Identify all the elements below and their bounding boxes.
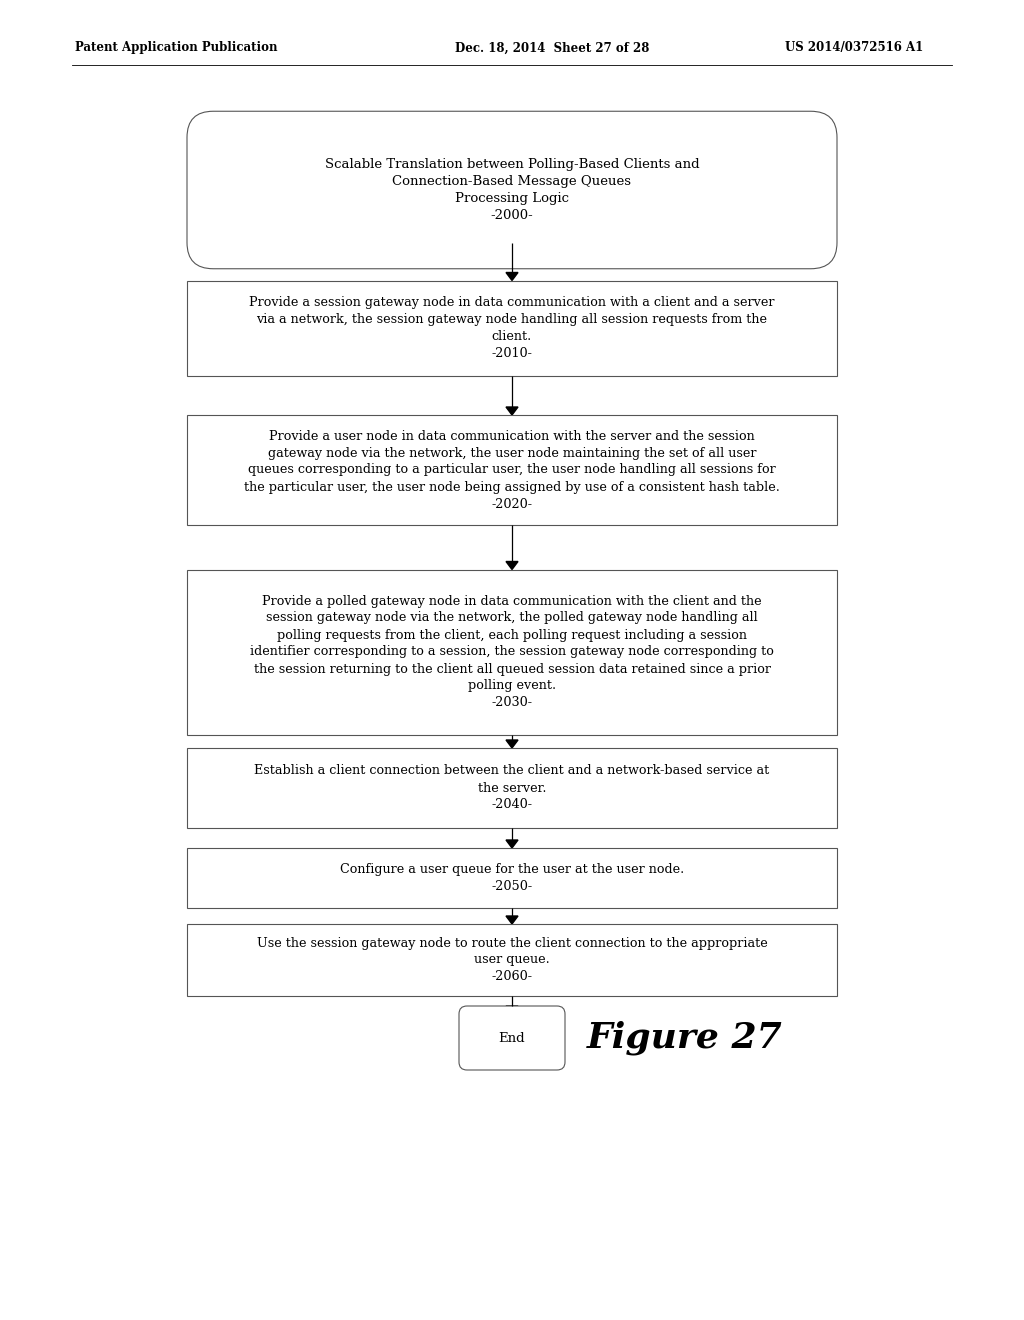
Bar bbox=[187, 924, 837, 997]
Polygon shape bbox=[506, 741, 518, 748]
Text: US 2014/0372516 A1: US 2014/0372516 A1 bbox=[785, 41, 924, 54]
Text: Use the session gateway node to route the client connection to the appropriate
u: Use the session gateway node to route th… bbox=[257, 936, 767, 983]
Text: Figure 27: Figure 27 bbox=[587, 1020, 782, 1055]
Text: Establish a client connection between the client and a network-based service at
: Establish a client connection between th… bbox=[254, 764, 770, 812]
Polygon shape bbox=[506, 916, 518, 924]
Text: Dec. 18, 2014  Sheet 27 of 28: Dec. 18, 2014 Sheet 27 of 28 bbox=[455, 41, 649, 54]
Bar bbox=[187, 847, 837, 908]
Text: End: End bbox=[499, 1031, 525, 1044]
Text: Patent Application Publication: Patent Application Publication bbox=[75, 41, 278, 54]
Polygon shape bbox=[506, 561, 518, 569]
Bar bbox=[187, 569, 837, 734]
Polygon shape bbox=[506, 407, 518, 414]
Bar bbox=[187, 748, 837, 828]
FancyBboxPatch shape bbox=[187, 111, 837, 269]
Text: Scalable Translation between Polling-Based Clients and
Connection-Based Message : Scalable Translation between Polling-Bas… bbox=[325, 158, 699, 222]
Bar bbox=[187, 414, 837, 525]
Polygon shape bbox=[506, 1006, 518, 1014]
Text: Provide a session gateway node in data communication with a client and a server
: Provide a session gateway node in data c… bbox=[249, 296, 775, 360]
Text: Provide a polled gateway node in data communication with the client and the
sess: Provide a polled gateway node in data co… bbox=[250, 594, 774, 710]
FancyBboxPatch shape bbox=[459, 1006, 565, 1071]
Bar bbox=[187, 281, 837, 375]
Text: Provide a user node in data communication with the server and the session
gatewa: Provide a user node in data communicatio… bbox=[244, 429, 780, 511]
Text: Configure a user queue for the user at the user node.
-2050-: Configure a user queue for the user at t… bbox=[340, 863, 684, 894]
Polygon shape bbox=[506, 272, 518, 281]
Polygon shape bbox=[506, 840, 518, 847]
